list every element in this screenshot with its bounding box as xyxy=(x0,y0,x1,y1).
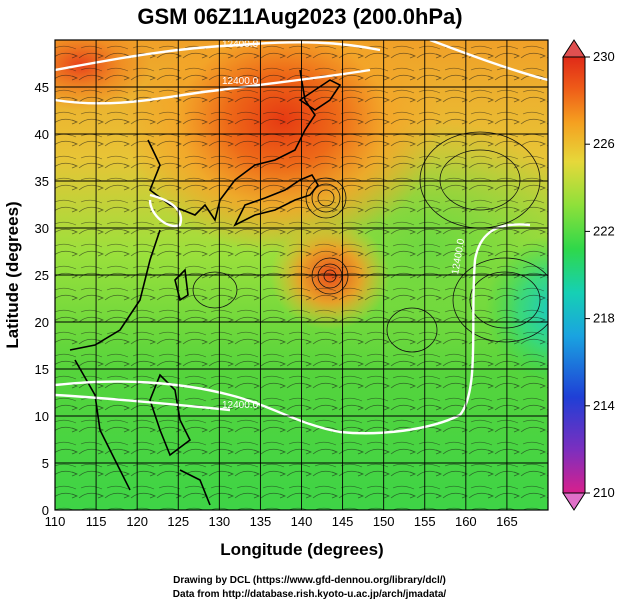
contour-label-1: 12400.0 xyxy=(222,39,259,50)
geopotential-contours xyxy=(55,40,548,435)
x-tick-label: 145 xyxy=(332,514,354,529)
x-tick-label: 140 xyxy=(291,514,313,529)
colorbar-label: 218 xyxy=(593,311,615,326)
x-axis-title: Longitude (degrees) xyxy=(220,540,383,559)
colorbar-label: 210 xyxy=(593,485,615,500)
y-tick-label: 10 xyxy=(35,409,49,424)
y-axis-title: Latitude (degrees) xyxy=(3,201,22,348)
y-tick-label: 35 xyxy=(35,174,49,189)
x-tick-label: 115 xyxy=(86,514,107,529)
y-tick-label: 5 xyxy=(42,456,49,471)
x-tick-label: 135 xyxy=(250,514,272,529)
colorbar-bottom-arrow xyxy=(562,492,586,511)
contour-label-2: 12400.0 xyxy=(222,76,259,87)
plot-frame xyxy=(54,39,549,511)
x-tick-label: 110 xyxy=(45,514,66,529)
x-tick-label: 130 xyxy=(208,514,230,529)
colorbar-top-arrow xyxy=(562,39,586,58)
x-tick-label: 125 xyxy=(167,514,189,529)
colorbar-label: 222 xyxy=(593,223,615,238)
colorbar: 230 226 222 218 214 210 xyxy=(562,39,615,511)
chart-title: GSM 06Z11Aug2023 (200.0hPa) xyxy=(137,4,462,29)
y-tick-label: 45 xyxy=(35,80,49,95)
colorbar-label: 230 xyxy=(593,49,615,64)
y-tick-label: 30 xyxy=(35,221,49,236)
y-tick-label: 40 xyxy=(35,127,49,142)
credit-line-data: Data from http://database.rish.kyoto-u.a… xyxy=(172,589,447,600)
x-tick-label: 150 xyxy=(373,514,395,529)
colorbar-label: 214 xyxy=(593,398,615,413)
credit-line-dcl: Drawing by DCL (https://www.gfd-dennou.o… xyxy=(173,575,446,586)
x-tick-label: 165 xyxy=(496,514,518,529)
x-tick-label: 155 xyxy=(414,514,436,529)
y-tick-label: 20 xyxy=(35,315,49,330)
x-axis-ticks: 110 115 120 125 130 135 140 145 150 155 160 165 xyxy=(45,514,518,529)
colorbar-label: 226 xyxy=(593,136,615,151)
y-tick-label: 15 xyxy=(35,362,49,377)
x-tick-label: 120 xyxy=(126,514,148,529)
colorbar-labels: 230 226 222 218 214 210 xyxy=(585,49,615,500)
lat-lon-grid xyxy=(55,40,548,510)
y-tick-label: 0 xyxy=(42,503,49,518)
colorbar-gradient xyxy=(562,56,586,494)
contour-label-3: 12400.0 xyxy=(222,400,259,411)
y-tick-label: 25 xyxy=(35,268,49,283)
x-tick-label: 160 xyxy=(455,514,477,529)
plot-area: 12400.0 12400.0 12400.0 12400.0 xyxy=(55,39,548,510)
y-axis-ticks: 0 5 10 15 20 25 30 35 40 45 xyxy=(35,80,49,518)
